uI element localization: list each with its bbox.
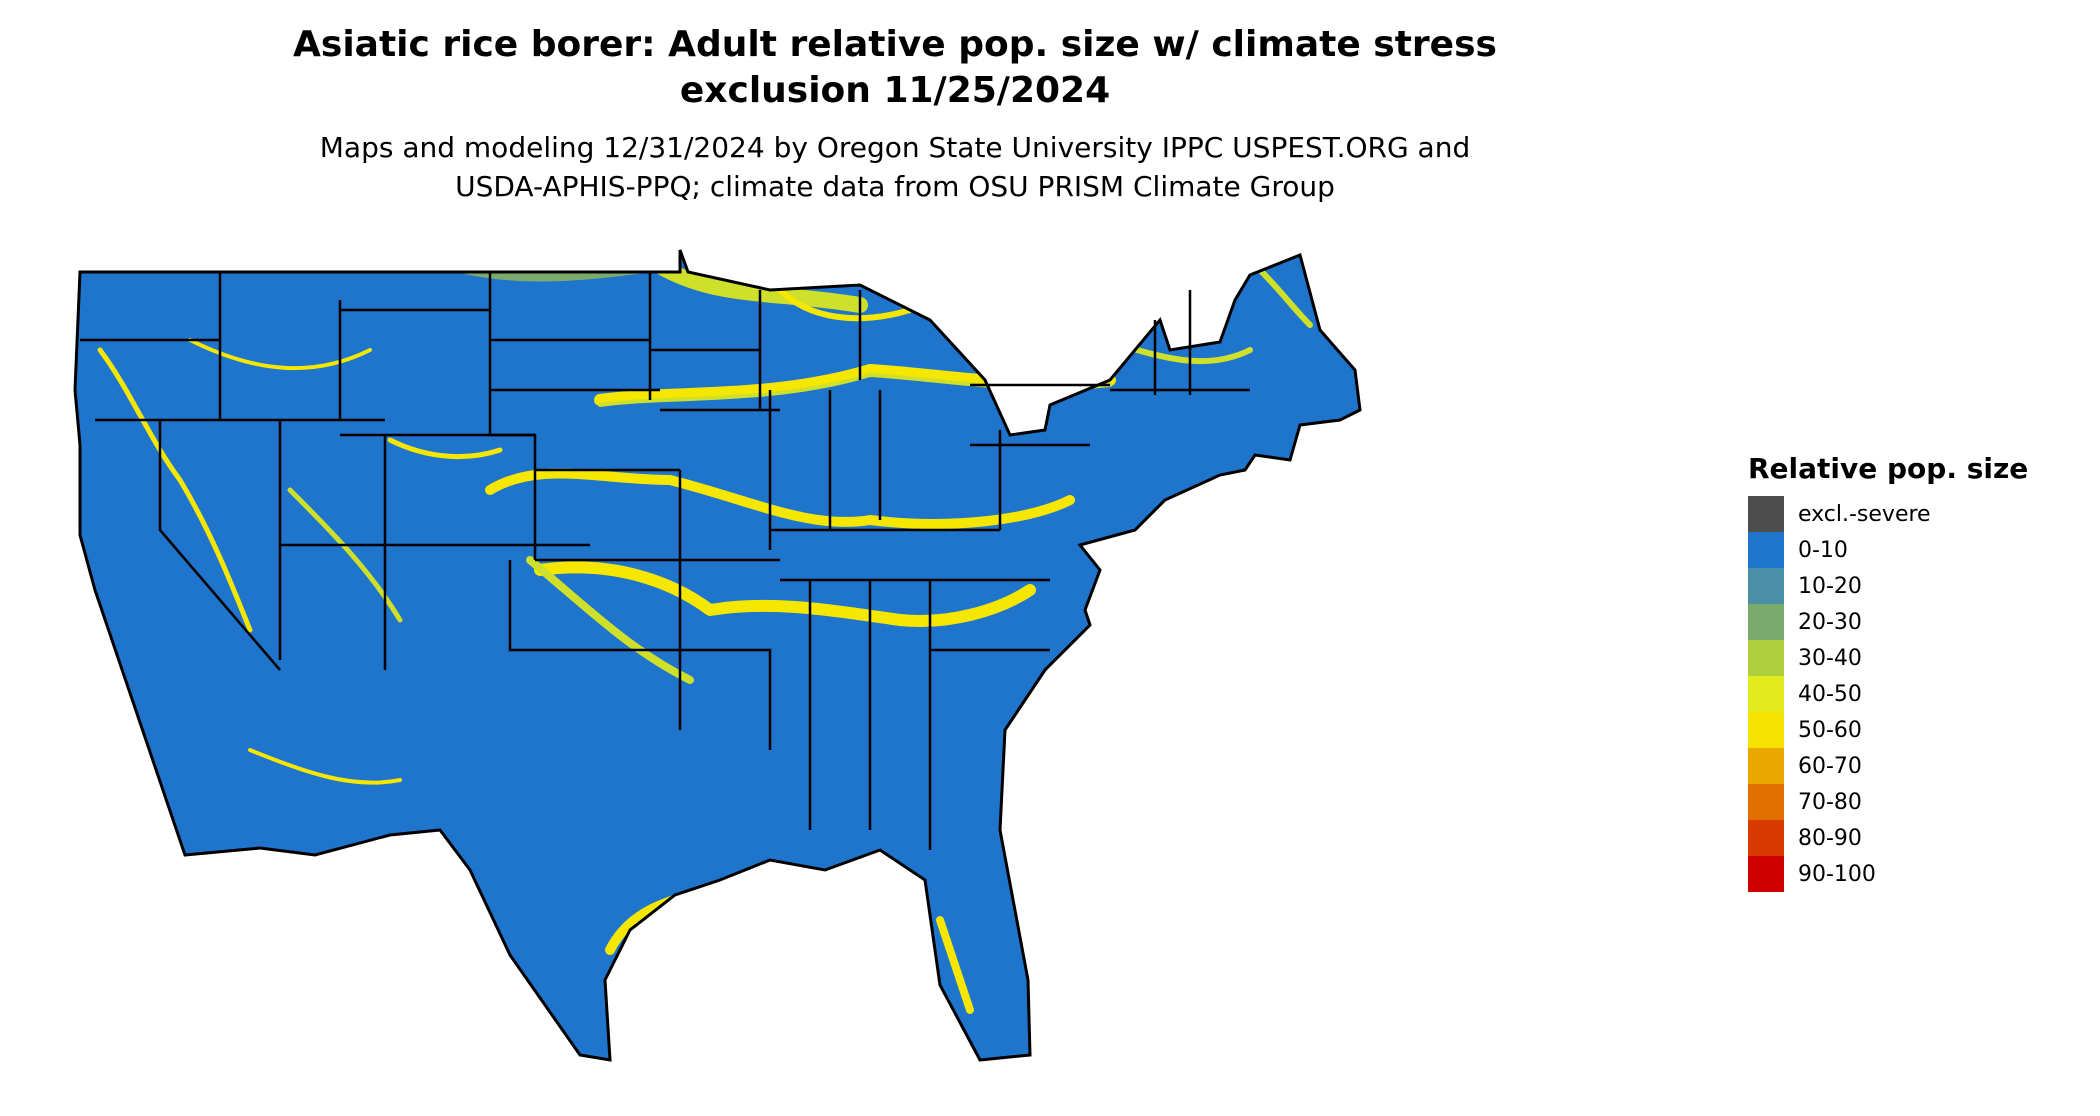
legend-label: 20-30	[1798, 609, 1862, 635]
legend-swatch	[1748, 496, 1784, 532]
border-ca-nv	[158, 420, 281, 671]
map-subtitle-line2: USDA-APHIS-PPQ; climate data from OSU PR…	[455, 170, 1335, 203]
border-id-wy	[338, 300, 385, 422]
border-ar-la	[680, 648, 772, 750]
state-borders	[80, 272, 1250, 850]
legend-swatch	[1748, 748, 1784, 784]
legend-title: Relative pop. size	[1748, 452, 2029, 485]
band-maine	[1257, 267, 1313, 328]
legend: Relative pop. size excl.-severe 0-10 10-20…	[1748, 452, 2088, 892]
legend-swatch	[1748, 856, 1784, 892]
map-fill-layer	[75, 250, 1360, 1060]
legend-swatch	[1748, 640, 1784, 676]
map-subtitle-line1: Maps and modeling 12/31/2024 by Oregon S…	[319, 131, 1471, 164]
legend-swatch	[1748, 712, 1784, 748]
map-subtitle: Maps and modeling 12/31/2024 by Oregon S…	[0, 128, 1790, 206]
legend-items: excl.-severe 0-10 10-20 20-30 30-40 40-50 50-6…	[1748, 496, 2088, 892]
legend-label: 70-80	[1798, 789, 1862, 815]
border-ok-tx	[508, 560, 680, 652]
legend-item: 40-50	[1748, 676, 2088, 712]
legend-item: 20-30	[1748, 604, 2088, 640]
band-central	[485, 468, 1075, 529]
legend-item: 80-90	[1748, 820, 2088, 856]
legend-label: 40-50	[1798, 681, 1862, 707]
legend-label: 30-40	[1798, 645, 1862, 671]
legend-label: 90-100	[1798, 861, 1876, 887]
band-northwest	[188, 338, 372, 371]
us-population-map	[73, 248, 1362, 1062]
map-title-line1: Asiatic rice borer: Adult relative pop. …	[293, 24, 1497, 65]
map-title: Asiatic rice borer: Adult relative pop. …	[0, 22, 1790, 114]
band-colorado	[387, 437, 503, 459]
legend-swatch	[1748, 784, 1784, 820]
legend-label: excl.-severe	[1798, 501, 1931, 527]
legend-item: 50-60	[1748, 712, 2088, 748]
base-fill	[75, 250, 1360, 1060]
legend-label: 80-90	[1798, 825, 1862, 851]
band-texas	[526, 556, 694, 684]
legend-item: 30-40	[1748, 640, 2088, 676]
map-title-line2: exclusion 11/25/2024	[679, 70, 1111, 111]
border-co-ks	[490, 433, 537, 560]
band-great-basin	[287, 487, 403, 623]
legend-label: 50-60	[1798, 717, 1862, 743]
band-north-plains	[440, 250, 680, 282]
legend-label: 60-70	[1798, 753, 1862, 779]
legend-swatch	[1748, 568, 1784, 604]
band-west-coast	[97, 347, 253, 633]
band-florida	[936, 916, 974, 1014]
legend-item: 90-100	[1748, 856, 2088, 892]
legend-item: 0-10	[1748, 532, 2088, 568]
band-southwest	[248, 748, 402, 785]
band-wisconsin	[777, 287, 913, 322]
legend-item: 70-80	[1748, 784, 2088, 820]
legend-item: 10-20	[1748, 568, 2088, 604]
band-south	[534, 561, 1036, 627]
legend-swatch	[1748, 676, 1784, 712]
legend-label: 0-10	[1798, 537, 1848, 563]
suitability-bands	[97, 250, 1313, 1014]
legend-swatch	[1748, 604, 1784, 640]
legend-swatch	[1748, 820, 1784, 856]
legend-item: excl.-severe	[1748, 496, 2088, 532]
legend-swatch	[1748, 532, 1784, 568]
legend-item: 60-70	[1748, 748, 2088, 784]
legend-label: 10-20	[1798, 573, 1862, 599]
